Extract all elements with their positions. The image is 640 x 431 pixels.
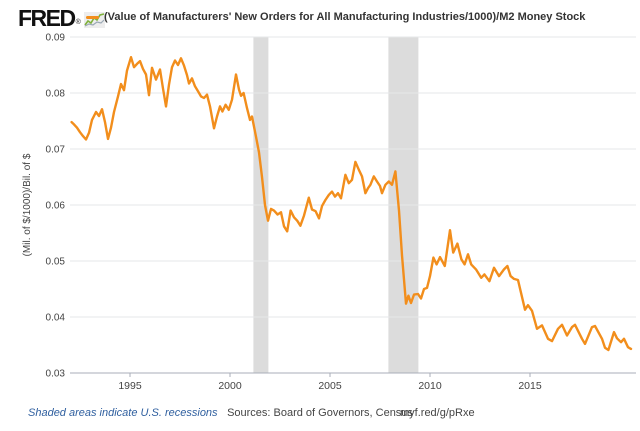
registered-trademark: ®	[75, 19, 81, 26]
y-tick-label: 0.07	[46, 145, 66, 156]
x-tick-label: 2000	[218, 380, 242, 392]
y-axis-title: (Mil. of $/1000)/Bil. of $	[22, 153, 33, 256]
short-url: myf.red/g/pRxe	[400, 407, 475, 419]
x-tick-label: 2010	[418, 380, 442, 392]
data-line-series	[70, 56, 633, 352]
fred-logo-text: FRED	[18, 5, 76, 31]
x-tick-label: 2015	[518, 380, 542, 392]
y-tick-label: 0.06	[46, 201, 66, 212]
recession-note-link[interactable]: Shaded areas indicate U.S. recessions	[28, 407, 218, 419]
x-tick-label: 1995	[118, 380, 142, 392]
chart-header: FRED ® (Value of Manufacturers' New Order…	[0, 0, 640, 34]
chart-title: (Value of Manufacturers' New Orders for …	[104, 11, 586, 23]
y-tick-label: 0.08	[46, 89, 66, 100]
chart-footer: Shaded areas indicate U.S. recessions So…	[0, 404, 640, 424]
y-tick-label: 0.04	[46, 313, 66, 324]
series-legend-dash-icon	[86, 15, 99, 19]
y-tick-label: 0.03	[46, 369, 66, 380]
y-tick-label: 0.09	[46, 33, 66, 44]
x-tick-label: 2005	[318, 380, 342, 392]
y-tick-label: 0.05	[46, 257, 66, 268]
sources-text: Sources: Board of Governors, Census	[227, 407, 413, 419]
